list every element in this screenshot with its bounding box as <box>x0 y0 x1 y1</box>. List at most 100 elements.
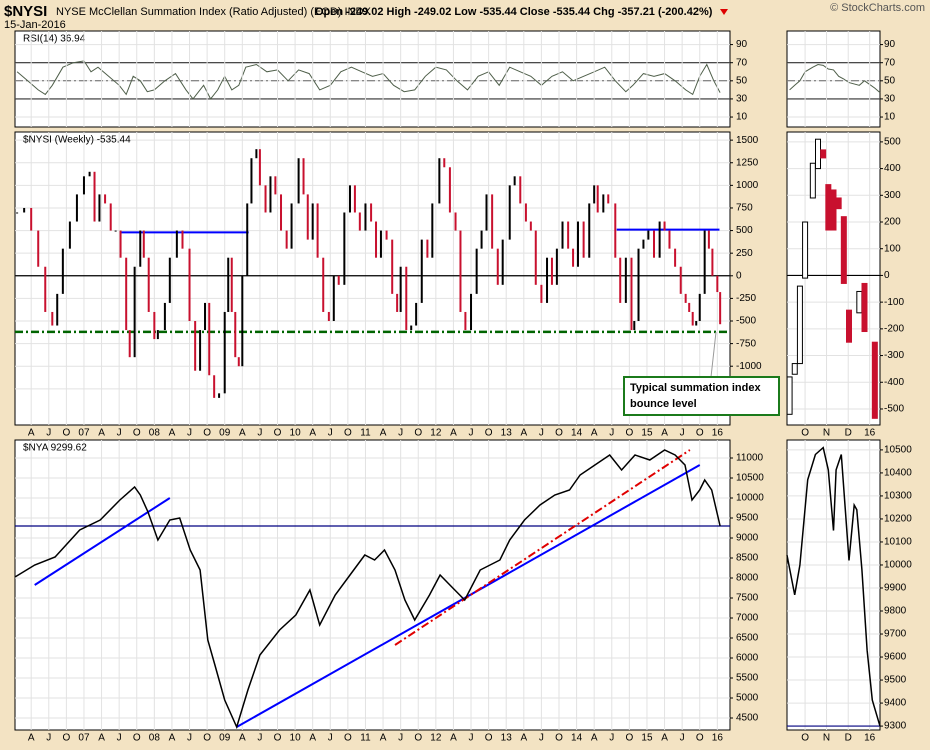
description: NYSE McClellan Summation Index (Ratio Ad… <box>56 6 371 18</box>
bar <box>199 330 202 371</box>
bar <box>607 194 610 204</box>
x-tick-label: 16 <box>864 733 876 744</box>
bar <box>163 302 166 331</box>
bar <box>168 257 171 303</box>
x-tick-label: J <box>117 428 122 439</box>
x-tick-label: A <box>380 428 387 439</box>
bar <box>104 194 107 204</box>
x-tick-label: O <box>62 733 70 744</box>
bar <box>668 230 671 249</box>
x-tick-label: A <box>309 428 316 439</box>
bar <box>147 257 150 312</box>
bar <box>698 293 701 322</box>
x-tick-label: A <box>98 428 105 439</box>
bar <box>181 230 184 249</box>
y-tick-label: 500 <box>736 225 753 236</box>
x-tick-label: J <box>539 733 544 744</box>
x-tick-label: 09 <box>219 733 231 744</box>
bar <box>269 176 272 213</box>
bar <box>508 185 511 240</box>
x-tick-label: 15 <box>641 733 653 744</box>
bar <box>68 221 71 249</box>
x-tick-label: A <box>520 733 527 744</box>
annotation-text: bounce level <box>630 398 697 410</box>
x-tick-label: A <box>98 733 105 744</box>
y-tick-label: 90 <box>736 39 748 50</box>
y-tick-label: 6000 <box>736 653 759 664</box>
x-tick-label: J <box>187 428 192 439</box>
y-tick-label: 10 <box>736 112 748 123</box>
y-tick-label: 9800 <box>884 606 907 617</box>
bar <box>88 171 91 177</box>
bar <box>280 194 283 231</box>
down-arrow <box>720 9 728 15</box>
bar <box>619 257 622 303</box>
bar <box>588 203 591 258</box>
leader-line <box>710 331 717 378</box>
bar <box>128 330 131 358</box>
y-tick-label: 7000 <box>736 613 759 624</box>
x-tick-label: J <box>328 733 333 744</box>
bar <box>396 293 399 312</box>
x-tick-label: O <box>133 733 141 744</box>
x-tick-label: 12 <box>430 428 442 439</box>
x-tick-label: O <box>414 733 422 744</box>
y-tick-label: -250 <box>736 293 756 304</box>
y-tick-label: 10500 <box>736 473 764 484</box>
x-tick-label: O <box>485 428 493 439</box>
x-tick-label: 08 <box>149 428 161 439</box>
panel <box>786 30 881 128</box>
bar <box>524 203 527 222</box>
x-tick-label: A <box>309 733 316 744</box>
y-tick-label: 0 <box>884 270 890 281</box>
x-tick-label: O <box>696 428 704 439</box>
x-tick-label: D <box>845 733 852 744</box>
x-tick-label: 11 <box>360 428 371 439</box>
panel-label: $NYSI (Weekly) -535.44 <box>23 135 131 146</box>
bar <box>711 248 714 276</box>
x-tick-label: O <box>485 733 493 744</box>
y-tick-label: 10500 <box>884 445 912 456</box>
bar <box>405 266 408 331</box>
bar <box>454 212 457 231</box>
bar <box>546 257 549 303</box>
y-tick-label: 200 <box>884 217 901 228</box>
y-tick-label: 10300 <box>884 491 912 502</box>
bar <box>719 292 722 325</box>
y-tick-label: 7500 <box>736 593 759 604</box>
x-tick-label: A <box>591 428 598 439</box>
x-tick-label: A <box>239 733 246 744</box>
x-tick-label: 08 <box>149 733 161 744</box>
y-tick-label: -400 <box>884 377 904 388</box>
bar <box>204 302 207 331</box>
bar <box>707 230 710 249</box>
y-tick-label: 9000 <box>736 533 759 544</box>
symbol: $NYSI <box>4 3 47 20</box>
date: 15-Jan-2016 <box>4 19 66 31</box>
bar <box>156 330 159 340</box>
x-tick-label: O <box>555 733 563 744</box>
bar <box>703 230 706 294</box>
bar <box>459 230 462 312</box>
x-tick-label: 16 <box>712 733 724 744</box>
bar <box>56 293 59 326</box>
bar <box>691 311 694 326</box>
candle <box>835 197 842 210</box>
bar <box>246 203 249 276</box>
x-tick-label: J <box>680 733 685 744</box>
y-tick-label: 70 <box>736 57 748 68</box>
bar <box>410 325 413 331</box>
y-tick-label: -100 <box>884 297 904 308</box>
x-tick-label: O <box>801 428 809 439</box>
bar <box>119 230 122 258</box>
x-tick-label: 12 <box>430 733 442 744</box>
bar <box>44 266 47 312</box>
bar <box>306 194 309 240</box>
bar <box>258 149 261 186</box>
bar <box>513 176 516 186</box>
bar <box>82 176 85 195</box>
y-tick-label: 10200 <box>884 514 912 525</box>
bar <box>75 194 78 222</box>
y-tick-label: 9600 <box>884 652 907 663</box>
x-tick-label: J <box>187 733 192 744</box>
